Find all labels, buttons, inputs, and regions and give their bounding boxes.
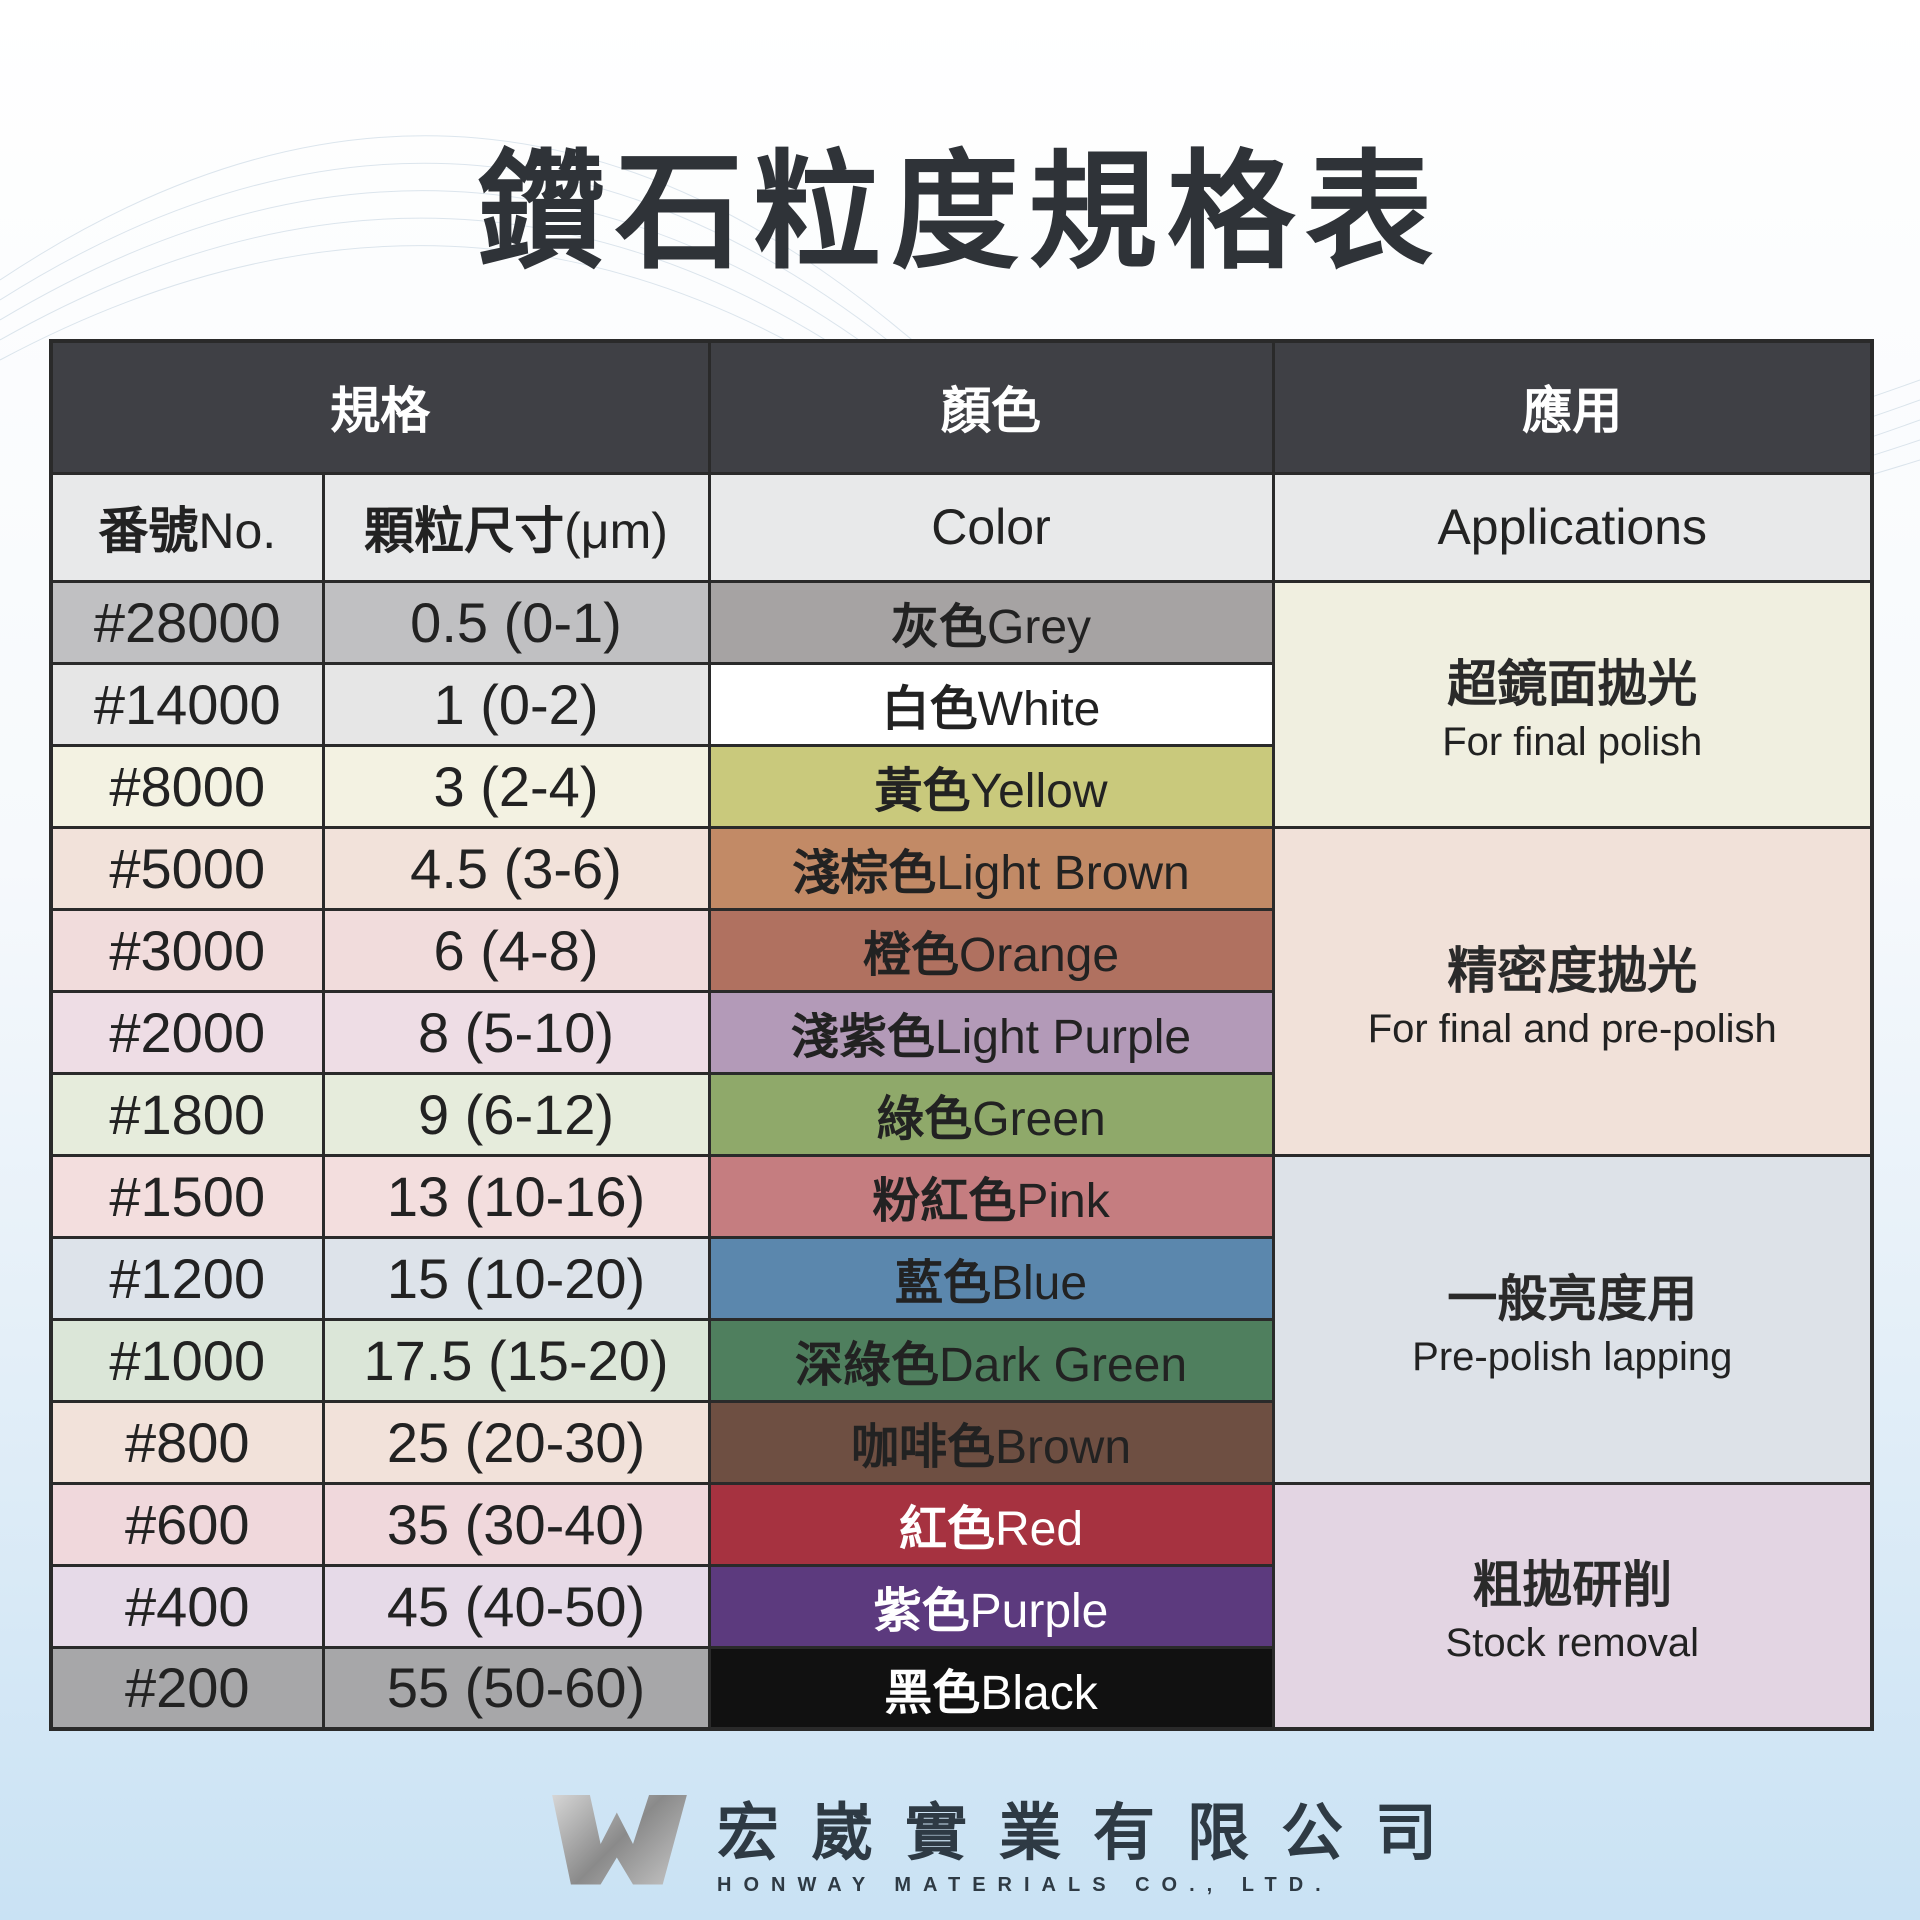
grit-number: #400 [49,1563,325,1649]
color-cell: 黑色Black [707,1645,1275,1731]
color-cell: 紅色Red [707,1481,1275,1567]
subheader-size: 顆粒尺寸(μm) [321,471,711,583]
table-row: #14000 1 (0-2) 白色White [49,661,1872,747]
particle-size: 45 (40-50) [321,1563,711,1649]
grit-number: #1200 [49,1235,325,1321]
particle-size: 25 (20-30) [321,1399,711,1485]
color-cell: 灰色Grey [707,579,1275,665]
table-row: #8000 3 (2-4) 黃色Yellow [49,743,1872,829]
particle-size: 17.5 (15-20) [321,1317,711,1403]
grit-number: #800 [49,1399,325,1485]
particle-size: 9 (6-12) [321,1071,711,1157]
grit-number: #28000 [49,579,325,665]
diamond-grit-spec-table: 規格 顏色 應用 番號No. 顆粒尺寸(μm) Color Applicatio… [49,339,1874,1731]
particle-size: 8 (5-10) [321,989,711,1075]
header-application: 應用 [1271,339,1874,475]
table-row: #3000 6 (4-8) 橙色Orange [49,907,1872,993]
color-cell: 藍色Blue [707,1235,1275,1321]
table-row: #600 35 (30-40) 紅色Red 粗拋研削 Stock removal [49,1481,1874,1731]
subheader-application: Applications [1271,471,1874,583]
table-row: #5000 4.5 (3-6) 淺棕色Light Brown 精密度拋光 For f… [49,825,1874,1157]
grit-number: #2000 [49,989,325,1075]
particle-size: 13 (10-16) [321,1153,711,1239]
grit-number: #3000 [49,907,325,993]
grit-number: #14000 [49,661,325,747]
color-cell: 紫色Purple [707,1563,1275,1649]
color-cell: 淺紫色Light Purple [707,989,1275,1075]
company-name-cn: 宏崴實業有限公司 [717,1796,1470,1869]
grit-number: #5000 [49,825,325,911]
color-cell: 淺棕色Light Brown [707,825,1275,911]
grit-number: #600 [49,1481,325,1567]
table-row: #1200 15 (10-20) 藍色Blue [49,1235,1872,1321]
header-color: 顏色 [707,339,1275,475]
particle-size: 55 (50-60) [321,1645,711,1731]
grit-number: #200 [49,1645,325,1731]
color-cell: 深綠色Dark Green [707,1317,1275,1403]
company-footer: 宏崴實業有限公司 HONWAY MATERIALS CO., LTD. [552,1782,1469,1897]
particle-size: 4.5 (3-6) [321,825,711,911]
application-cell: 粗拋研削 Stock removal [1271,1481,1874,1731]
color-cell: 綠色Green [707,1071,1275,1157]
particle-size: 6 (4-8) [321,907,711,993]
page-title: 鑽石粒度規格表 [476,138,1443,287]
header-spec: 規格 [49,339,711,475]
subheader-color: Color [707,471,1275,583]
grit-number: #1800 [49,1071,325,1157]
color-cell: 橙色Orange [707,907,1275,993]
company-logo [552,1794,687,1885]
particle-size: 35 (30-40) [321,1481,711,1567]
grit-number: #1000 [49,1317,325,1403]
color-cell: 白色White [707,661,1275,747]
particle-size: 0.5 (0-1) [321,579,711,665]
application-cell: 精密度拋光 For final and pre-polish [1271,825,1874,1157]
company-name-en: HONWAY MATERIALS CO., LTD. [717,1874,1333,1896]
color-cell: 黃色Yellow [707,743,1275,829]
color-cell: 粉紅色Pink [707,1153,1275,1239]
table-row: #1000 17.5 (15-20) 深綠色Dark Green [49,1317,1872,1403]
subheader-no: 番號No. [49,471,325,583]
table-row: #200 55 (50-60) 黑色Black [49,1645,1872,1731]
table-row: #400 45 (40-50) 紫色Purple [49,1563,1872,1649]
grit-number: #1500 [49,1153,325,1239]
table-row: #800 25 (20-30) 咖啡色Brown [49,1399,1872,1485]
table-row: #2000 8 (5-10) 淺紫色Light Purple [49,989,1872,1075]
table-row: #1500 13 (10-16) 粉紅色Pink 一般亮度用 Pre-polish … [49,1153,1874,1485]
color-cell: 咖啡色Brown [707,1399,1275,1485]
application-cell: 超鏡面拋光 For final polish [1271,579,1874,829]
application-cell: 一般亮度用 Pre-polish lapping [1271,1153,1874,1485]
table-row: #1800 9 (6-12) 綠色Green [49,1071,1872,1157]
table-row: #28000 0.5 (0-1) 灰色Grey 超鏡面拋光 For final po… [49,579,1874,829]
grit-number: #8000 [49,743,325,829]
particle-size: 3 (2-4) [321,743,711,829]
particle-size: 1 (0-2) [321,661,711,747]
particle-size: 15 (10-20) [321,1235,711,1321]
